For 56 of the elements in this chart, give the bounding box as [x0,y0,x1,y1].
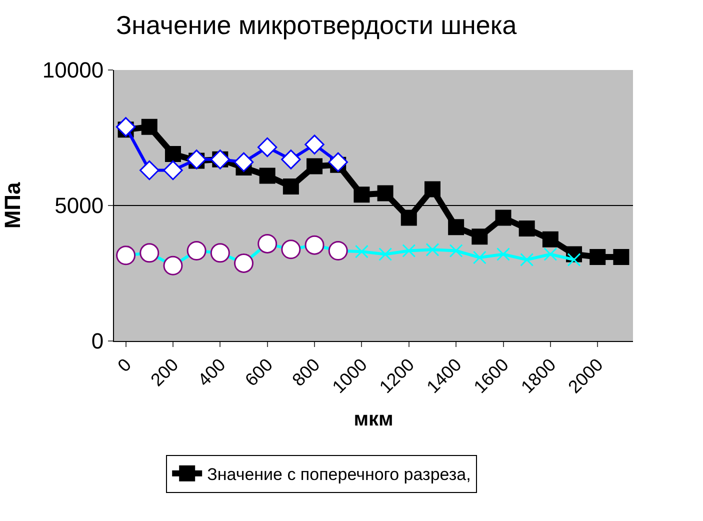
point [377,185,394,202]
point [448,219,464,236]
point [472,250,486,264]
point [116,246,136,266]
point [449,244,463,258]
point [304,134,324,154]
y-tick-label: 5000 [54,193,104,218]
point [426,242,440,256]
point [116,117,136,137]
point [354,186,370,203]
point [234,152,254,172]
legend-label: Значение с поперечного разреза, [207,465,471,484]
x-tick-label: 0 [114,354,135,376]
point [281,150,301,170]
point [567,252,581,266]
x-tick-label: 600 [241,354,277,390]
point [495,210,512,226]
point [164,146,181,162]
point [140,243,160,263]
point [496,248,510,262]
y-tick-label: 0 [91,328,104,354]
point [210,243,230,263]
y-axis-title: МПа [0,182,26,229]
point [328,241,348,260]
point [186,241,206,260]
point [257,137,278,158]
point [520,252,534,266]
point [378,248,392,262]
point [400,210,417,226]
x-tick-label: 800 [288,354,324,390]
point [328,152,348,172]
point [306,158,323,174]
point [259,168,276,184]
point [424,181,440,198]
x-axis-title: мкм [354,408,394,431]
point [141,118,158,135]
point [590,248,606,265]
point [163,160,183,180]
point [281,240,301,260]
point [518,220,535,237]
chart-title: Значение микротвердости шнека [116,10,518,40]
x-tick-label: 200 [146,354,182,390]
point [542,231,558,248]
point [354,244,368,258]
y-tick-label: 10000 [42,58,104,83]
x-tick-label: 400 [194,354,230,390]
point [140,160,160,180]
point [544,248,558,262]
point [163,256,183,276]
point [472,228,488,245]
point [613,248,630,265]
point [258,234,278,254]
point [234,253,254,273]
point [282,178,299,195]
point [402,244,416,258]
point [304,235,324,255]
